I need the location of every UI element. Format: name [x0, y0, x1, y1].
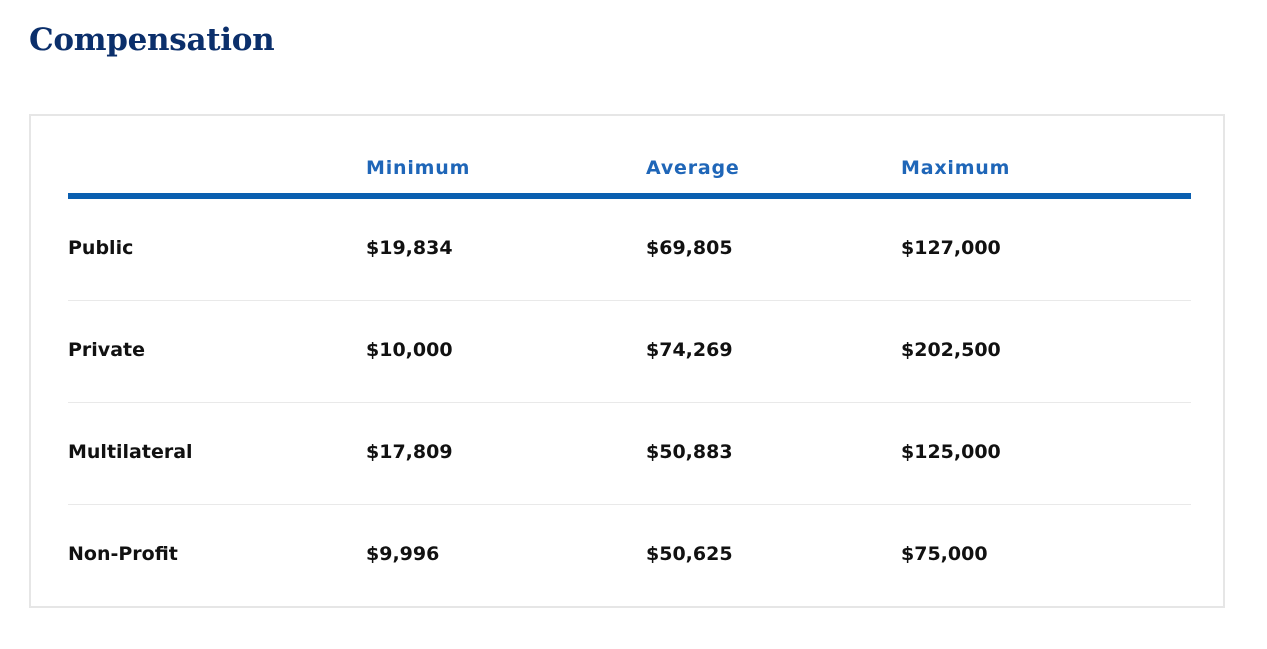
row-minimum: $10,000 — [366, 339, 453, 361]
table-row: Private $10,000 $74,269 $202,500 — [68, 301, 1191, 403]
compensation-table: Minimum Average Maximum Public $19,834 $… — [68, 116, 1191, 607]
row-maximum: $202,500 — [901, 339, 1001, 361]
compensation-card: Minimum Average Maximum Public $19,834 $… — [29, 114, 1225, 608]
row-minimum: $19,834 — [366, 237, 453, 259]
row-maximum: $127,000 — [901, 237, 1001, 259]
row-sector: Non-Profit — [68, 543, 178, 565]
row-sector: Public — [68, 237, 134, 259]
column-header-average: Average — [646, 157, 740, 179]
row-average: $50,625 — [646, 543, 733, 565]
page-title: Compensation — [29, 22, 275, 58]
row-minimum: $9,996 — [366, 543, 440, 565]
row-sector: Multilateral — [68, 441, 193, 463]
row-average: $74,269 — [646, 339, 733, 361]
column-header-minimum: Minimum — [366, 157, 471, 179]
row-average: $69,805 — [646, 237, 733, 259]
table-row: Public $19,834 $69,805 $127,000 — [68, 199, 1191, 301]
table-header: Minimum Average Maximum — [68, 116, 1191, 199]
row-minimum: $17,809 — [366, 441, 453, 463]
row-maximum: $125,000 — [901, 441, 1001, 463]
table-row: Non-Profit $9,996 $50,625 $75,000 — [68, 505, 1191, 607]
row-maximum: $75,000 — [901, 543, 988, 565]
table-row: Multilateral $17,809 $50,883 $125,000 — [68, 403, 1191, 505]
column-header-maximum: Maximum — [901, 157, 1011, 179]
row-average: $50,883 — [646, 441, 733, 463]
row-sector: Private — [68, 339, 145, 361]
